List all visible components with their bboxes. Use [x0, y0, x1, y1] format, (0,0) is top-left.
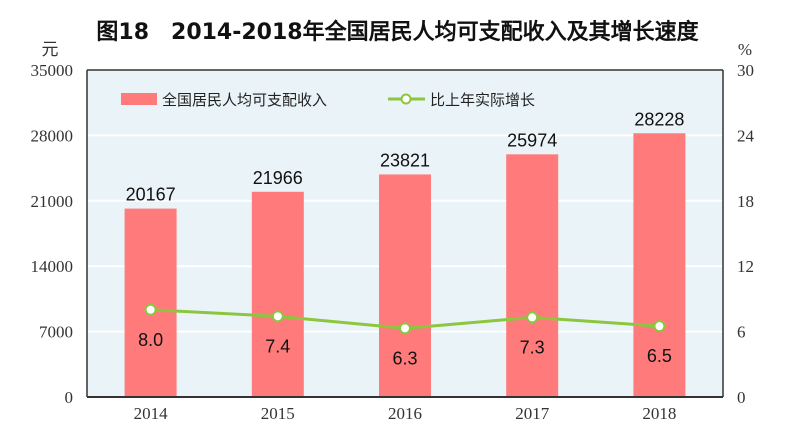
bar: [633, 133, 686, 397]
growth-value-label: 7.3: [520, 337, 545, 357]
legend-line-marker: [400, 93, 412, 105]
growth-value-label: 6.3: [392, 348, 417, 368]
x-tick-label: 2017: [515, 404, 550, 423]
bar: [379, 174, 431, 397]
bar-value-label: 21966: [253, 168, 303, 188]
right-tick-label: 18: [737, 192, 754, 211]
growth-point: [271, 310, 284, 323]
x-tick-label: 2014: [134, 404, 169, 423]
left-tick-label: 21000: [31, 192, 74, 211]
growth-point: [399, 322, 411, 335]
x-tick-label: 2018: [642, 404, 676, 423]
right-tick-label: 12: [737, 257, 754, 276]
bar: [506, 154, 559, 397]
right-tick-label: 6: [737, 323, 746, 342]
left-tick-label: 28000: [31, 126, 74, 145]
left-tick-label: 35000: [31, 61, 74, 80]
left-tick-label: 7000: [39, 323, 73, 342]
bar-value-label: 28228: [634, 109, 684, 129]
legend-bar-swatch: [121, 93, 157, 105]
growth-point: [653, 320, 666, 333]
left-tick-label: 0: [65, 388, 74, 407]
bar: [124, 208, 177, 397]
bar: [251, 191, 304, 397]
growth-value-label: 8.0: [138, 330, 163, 350]
growth-value-label: 6.5: [647, 346, 672, 366]
right-tick-label: 0: [737, 388, 746, 407]
chart-title: 图18 2014-2018年全国居民人均可支配收入及其增长速度: [96, 20, 699, 45]
x-tick-label: 2016: [388, 404, 422, 423]
legend-line-label: 比上年实际增长: [430, 91, 535, 109]
right-tick-label: 30: [737, 61, 754, 80]
bar-value-label: 25974: [507, 130, 557, 150]
growth-point: [144, 303, 157, 316]
right-axis-label: %: [738, 40, 752, 59]
growth-value-label: 7.4: [265, 336, 290, 356]
x-tick-label: 2015: [261, 404, 295, 423]
bar-value-label: 20167: [126, 185, 176, 205]
left-axis-label: 元: [42, 40, 59, 59]
bar-value-label: 23821: [380, 150, 430, 170]
growth-point: [526, 311, 539, 324]
legend-bar-label: 全国居民人均可支配收入: [162, 91, 327, 109]
right-tick-label: 24: [737, 126, 755, 145]
left-tick-label: 14000: [31, 257, 74, 276]
